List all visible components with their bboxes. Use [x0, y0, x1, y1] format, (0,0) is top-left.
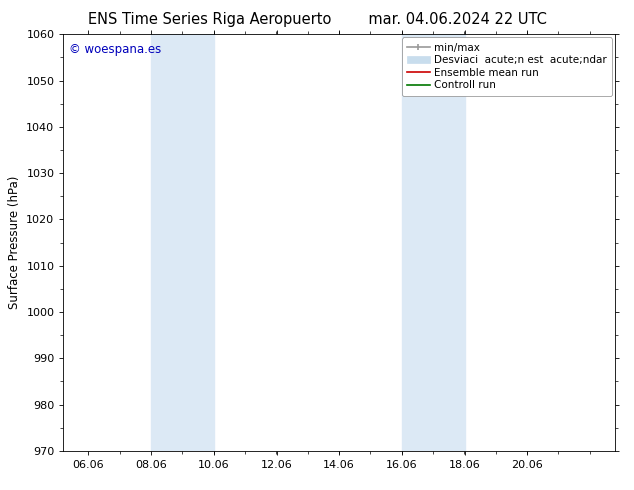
Y-axis label: Surface Pressure (hPa): Surface Pressure (hPa) [8, 176, 21, 309]
Text: ENS Time Series Riga Aeropuerto        mar. 04.06.2024 22 UTC: ENS Time Series Riga Aeropuerto mar. 04.… [87, 12, 547, 27]
Legend: min/max, Desviaci  acute;n est  acute;ndar, Ensemble mean run, Controll run: min/max, Desviaci acute;n est acute;ndar… [401, 37, 612, 96]
Bar [402, 34, 465, 451]
Text: © woespana.es: © woespana.es [69, 43, 161, 56]
Bar [151, 34, 214, 451]
